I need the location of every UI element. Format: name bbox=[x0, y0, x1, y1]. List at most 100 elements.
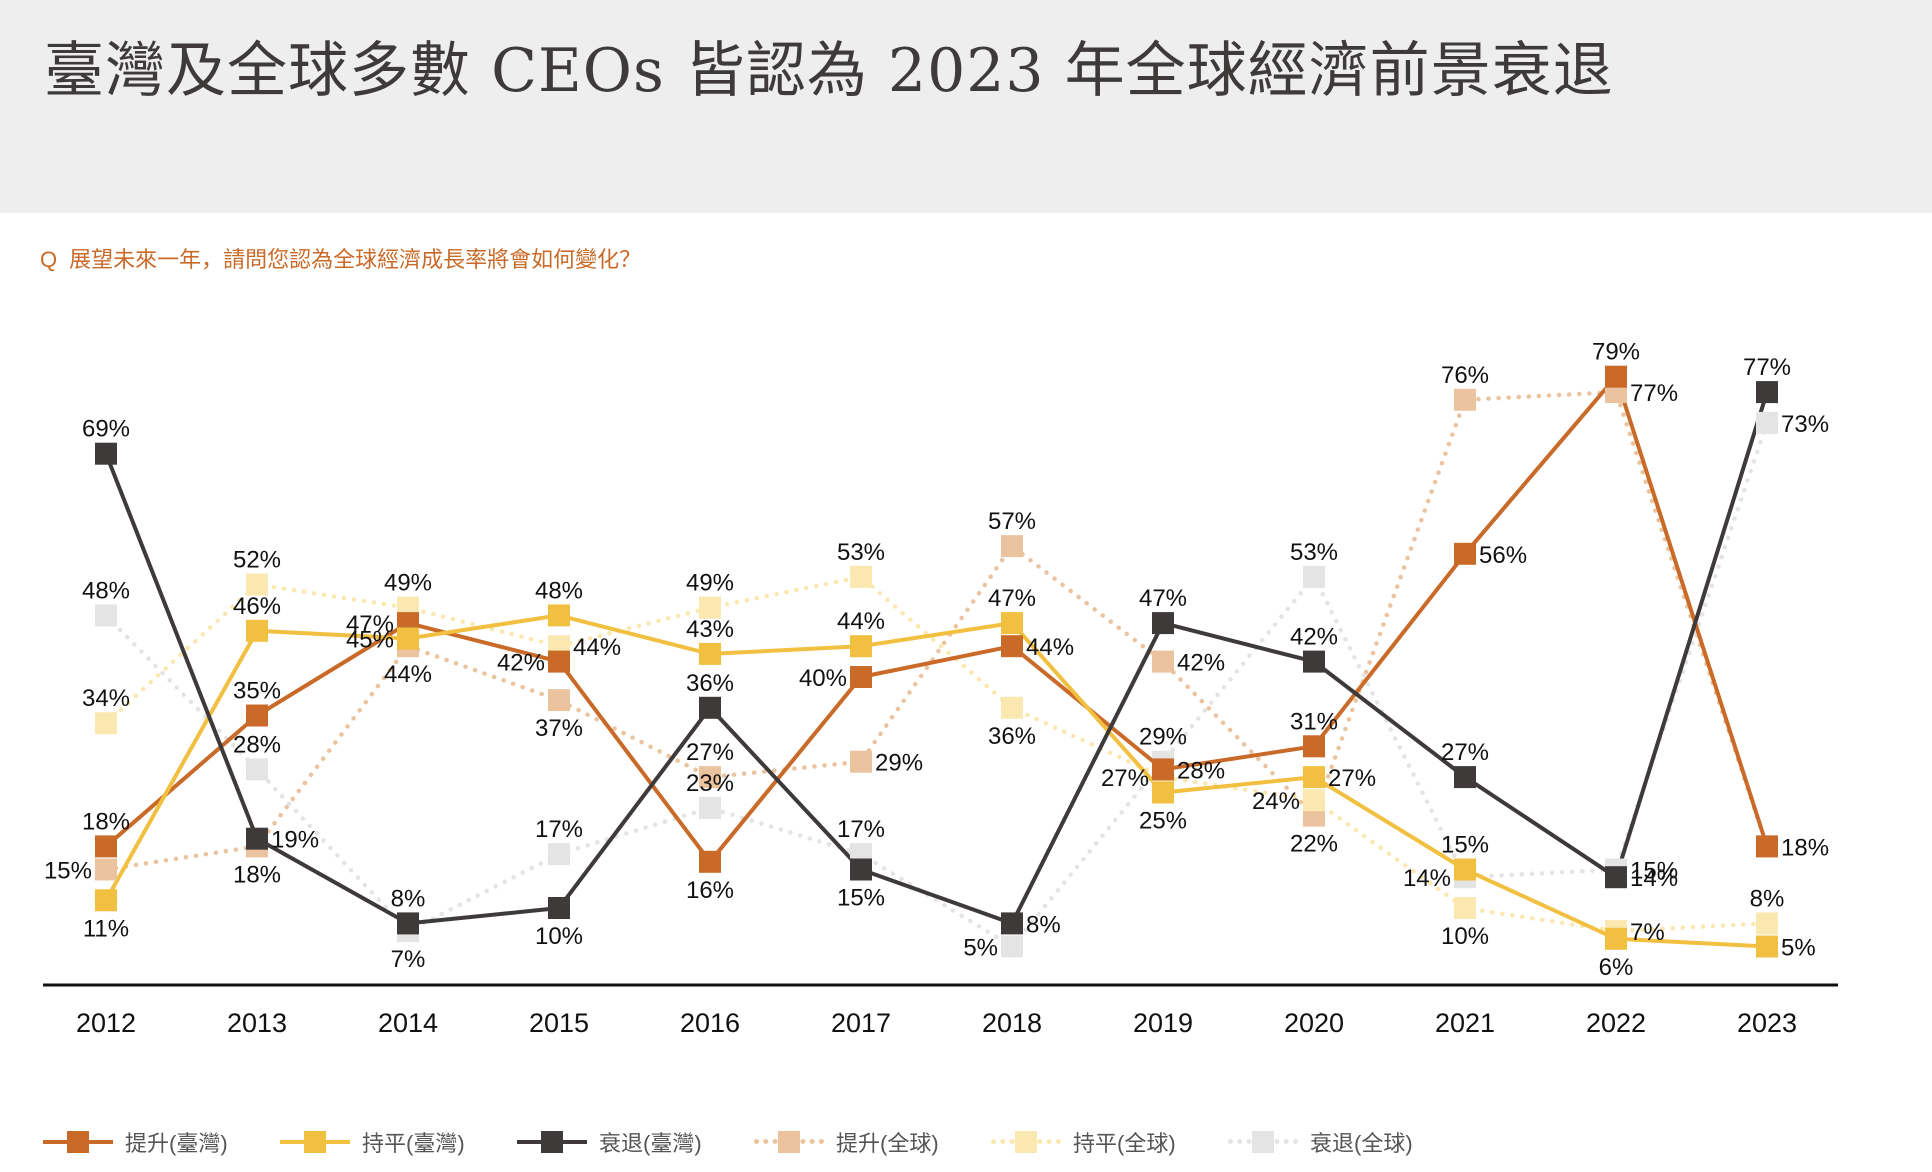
data-label-global-up: 44% bbox=[384, 661, 432, 688]
data-point-tw-flat bbox=[246, 619, 268, 642]
data-label-global-flat: 49% bbox=[686, 570, 734, 597]
x-tick-label: 2023 bbox=[1737, 1008, 1797, 1038]
data-point-global-up bbox=[850, 750, 872, 773]
data-point-tw-up bbox=[1756, 835, 1778, 858]
x-tick-label: 2018 bbox=[982, 1008, 1042, 1038]
data-point-tw-up bbox=[1152, 758, 1174, 781]
data-label-global-down: 15% bbox=[1630, 858, 1678, 885]
data-label-global-up: 22% bbox=[1290, 831, 1338, 858]
data-label-global-flat: 34% bbox=[82, 685, 130, 712]
data-label-global-down: 53% bbox=[1290, 539, 1338, 566]
data-point-tw-down bbox=[397, 912, 419, 935]
value-labels: 15% 18% 44% 37% 27% 29% 57% 42% 22% 76% 77% 34% 52% 4… bbox=[44, 339, 1829, 981]
question-text: 展望未來一年，請問您認為全球經濟成長率將會如何變化？ bbox=[69, 247, 642, 272]
legend-item: 持平(臺灣) bbox=[280, 1126, 517, 1158]
data-point-global-down bbox=[246, 758, 268, 781]
data-point-tw-flat bbox=[1152, 781, 1174, 804]
data-label-tw-down: 36% bbox=[686, 670, 734, 697]
data-label-tw-up: 47% bbox=[346, 611, 394, 638]
question-marker: Q bbox=[40, 247, 58, 272]
data-point-tw-up bbox=[699, 850, 721, 873]
survey-question: Q 展望未來一年，請問您認為全球經濟成長率將會如何變化？ bbox=[40, 242, 641, 274]
data-point-global-down bbox=[95, 604, 117, 627]
data-label-global-flat: 44% bbox=[573, 634, 621, 661]
data-label-tw-down: 8% bbox=[1026, 911, 1061, 938]
legend-item: 衰退(臺灣) bbox=[517, 1126, 754, 1158]
data-label-tw-flat: 11% bbox=[83, 915, 129, 942]
data-label-global-up: 29% bbox=[875, 750, 923, 777]
data-point-tw-flat bbox=[1756, 935, 1778, 958]
data-point-global-flat bbox=[246, 573, 268, 596]
data-label-tw-flat: 48% bbox=[535, 577, 583, 604]
x-axis-tick-labels: 2012 2013 2014 2015 2016 2017 2018 2019 2020 2021… bbox=[76, 1008, 1797, 1038]
data-label-tw-down: 15% bbox=[837, 885, 885, 912]
data-label-global-flat: 53% bbox=[837, 539, 885, 566]
data-label-global-up: 15% bbox=[44, 858, 92, 885]
x-tick-label: 2020 bbox=[1284, 1008, 1344, 1038]
solid-line-marker-icon bbox=[280, 1127, 350, 1157]
data-label-global-flat: 27% bbox=[1101, 765, 1149, 792]
data-label-tw-up: 16% bbox=[686, 877, 734, 904]
series-line-tw-down bbox=[104, 391, 1769, 926]
legend-label: 提升(臺灣) bbox=[125, 1131, 228, 1156]
data-point-tw-flat bbox=[95, 889, 117, 912]
data-point-global-down bbox=[1756, 411, 1778, 434]
data-point-tw-down bbox=[246, 827, 268, 850]
data-label-global-flat: 36% bbox=[988, 723, 1036, 750]
data-point-tw-flat bbox=[1303, 766, 1325, 789]
data-point-tw-down bbox=[548, 897, 570, 919]
data-point-tw-flat bbox=[548, 604, 570, 627]
x-tick-label: 2022 bbox=[1586, 1008, 1646, 1038]
series-line-global-flat bbox=[103, 574, 1770, 934]
data-label-tw-flat: 27% bbox=[1328, 765, 1376, 792]
data-label-tw-flat: 5% bbox=[1781, 935, 1816, 962]
x-tick-label: 2019 bbox=[1133, 1008, 1193, 1038]
data-point-tw-down bbox=[850, 858, 872, 881]
data-point-tw-flat bbox=[397, 627, 419, 650]
data-point-tw-down bbox=[95, 442, 117, 465]
data-point-global-down bbox=[1303, 565, 1325, 588]
header-banner: 臺灣及全球多數 CEOs 皆認為 2023 年全球經濟前景衰退 bbox=[0, 0, 1932, 213]
series-markers bbox=[95, 365, 1778, 958]
series-line-tw-flat bbox=[104, 613, 1768, 949]
data-point-tw-down bbox=[1454, 766, 1476, 789]
data-label-tw-flat: 43% bbox=[686, 616, 734, 643]
data-label-tw-up: 18% bbox=[82, 808, 130, 835]
data-label-global-up: 27% bbox=[686, 739, 734, 766]
data-label-global-down: 23% bbox=[686, 770, 734, 797]
data-label-tw-up: 42% bbox=[497, 650, 545, 677]
data-label-global-flat: 24% bbox=[1252, 788, 1300, 815]
page-title: 臺灣及全球多數 CEOs 皆認為 2023 年全球經濟前景衰退 bbox=[44, 36, 1614, 106]
data-label-global-down: 14% bbox=[1403, 865, 1451, 892]
data-point-global-up bbox=[548, 689, 570, 712]
data-point-tw-down bbox=[1303, 650, 1325, 673]
data-label-global-down: 17% bbox=[535, 816, 583, 843]
series-line-global-up bbox=[103, 389, 1770, 872]
data-label-global-up: 76% bbox=[1441, 362, 1489, 389]
data-label-tw-down: 77% bbox=[1743, 354, 1791, 381]
solid-line-marker-icon bbox=[43, 1127, 113, 1157]
data-point-global-flat bbox=[850, 565, 872, 588]
data-label-tw-up: 31% bbox=[1290, 708, 1338, 735]
legend-label: 衰退(全球) bbox=[1310, 1131, 1413, 1156]
data-label-tw-down: 69% bbox=[82, 416, 130, 443]
data-label-global-down: 28% bbox=[233, 731, 281, 758]
data-point-tw-flat bbox=[1605, 927, 1627, 950]
data-label-global-up: 57% bbox=[988, 508, 1036, 535]
data-label-global-flat: 7% bbox=[1630, 919, 1665, 946]
data-point-tw-up bbox=[850, 666, 872, 688]
data-point-tw-flat bbox=[1454, 858, 1476, 881]
data-label-tw-down: 42% bbox=[1290, 624, 1338, 651]
data-label-global-down: 7% bbox=[391, 946, 426, 973]
data-point-global-down bbox=[1001, 935, 1023, 958]
data-label-global-down: 29% bbox=[1139, 724, 1187, 751]
x-tick-label: 2012 bbox=[76, 1008, 136, 1038]
data-label-tw-up: 18% bbox=[1781, 834, 1829, 861]
data-point-tw-down bbox=[1605, 866, 1627, 889]
legend-label: 提升(全球) bbox=[836, 1131, 939, 1156]
data-point-tw-up bbox=[1303, 735, 1325, 758]
dotted-line-marker-icon bbox=[1228, 1127, 1298, 1157]
data-label-tw-down: 10% bbox=[535, 923, 583, 950]
data-label-tw-down: 47% bbox=[1139, 585, 1187, 612]
